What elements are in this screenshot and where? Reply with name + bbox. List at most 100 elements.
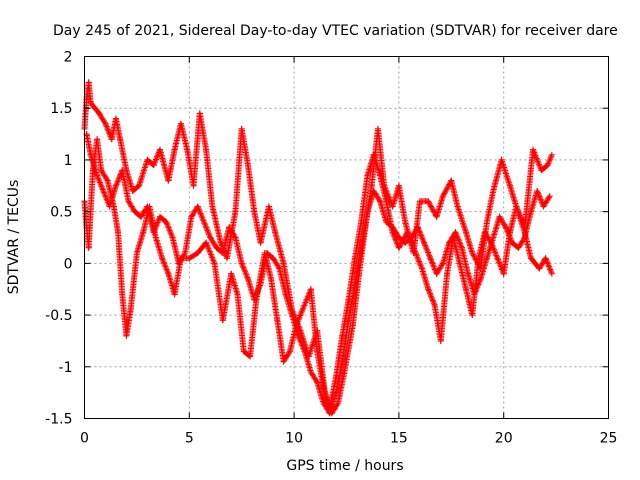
data-point: [527, 208, 534, 215]
data-point: [458, 244, 465, 251]
data-point: [119, 291, 126, 298]
y-tick-label: 1: [64, 153, 73, 169]
data-point: [368, 182, 375, 189]
data-point: [299, 306, 306, 313]
data-point: [87, 151, 94, 158]
data-point: [490, 188, 497, 194]
data-point: [131, 208, 138, 215]
data-point: [469, 312, 476, 319]
data-point: [498, 156, 505, 163]
data-point: [177, 120, 184, 127]
data-point: [544, 162, 551, 169]
data-point: [112, 115, 119, 122]
data-point: [433, 270, 440, 277]
y-tick-label: -1: [59, 360, 73, 376]
data-point: [395, 244, 402, 251]
data-point: [465, 270, 472, 277]
data-point: [100, 188, 107, 194]
chart-title: Day 245 of 2021, Sidereal Day-to-day VTE…: [53, 23, 618, 39]
data-point: [125, 198, 132, 205]
data-point: [234, 291, 241, 298]
data-point: [226, 224, 233, 231]
y-tick-label: -0.5: [45, 308, 72, 324]
data-point: [102, 120, 109, 127]
data-point: [439, 193, 446, 200]
data-point: [374, 125, 381, 132]
data-point: [314, 348, 321, 355]
data-point: [538, 167, 545, 174]
data-point: [515, 244, 522, 251]
data-point: [245, 162, 251, 169]
data-point: [150, 229, 157, 236]
data-point: [502, 224, 509, 231]
x-tick-label: 0: [80, 431, 89, 447]
data-point: [490, 234, 497, 241]
x-tick-label: 20: [495, 431, 513, 447]
data-point: [182, 250, 189, 256]
data-point: [265, 203, 272, 210]
data-point: [542, 255, 549, 262]
y-tick-label: 0.5: [50, 205, 72, 221]
data-point: [238, 260, 245, 267]
data-point: [274, 317, 281, 324]
y-tick-label: 2: [64, 50, 73, 66]
data-point: [203, 146, 210, 153]
data-point: [404, 229, 411, 236]
data-point: [257, 239, 264, 246]
data-point: [201, 219, 207, 225]
axis-ticks: [84, 56, 609, 419]
data-point: [194, 203, 201, 210]
data-point: [295, 332, 302, 339]
x-tick-label: 5: [185, 431, 194, 447]
data-point: [263, 250, 270, 256]
data-point: [314, 379, 321, 386]
data-point: [219, 250, 226, 256]
data-point: [190, 182, 197, 189]
data-point: [437, 337, 444, 344]
data-point: [184, 146, 191, 153]
plot-frame: [84, 56, 609, 419]
data-point: [456, 260, 463, 267]
data-point: [92, 105, 98, 112]
data-point: [469, 250, 476, 256]
data-point: [85, 79, 92, 86]
data-point: [211, 260, 218, 267]
data-point: [483, 219, 490, 225]
data-point: [140, 229, 147, 236]
data-point: [358, 244, 365, 251]
data-point: [349, 322, 356, 329]
data-point: [117, 136, 124, 143]
data-point: [548, 270, 555, 277]
data-point: [475, 255, 482, 262]
data-point: [138, 213, 145, 220]
data-point: [463, 229, 469, 236]
data-point: [257, 281, 264, 287]
data-point: [119, 167, 126, 174]
data-point: [412, 250, 419, 256]
data-point: [416, 198, 423, 205]
data-point: [268, 275, 274, 282]
data-point: [444, 270, 451, 277]
x-tick-label: 25: [600, 431, 618, 447]
data-point: [326, 410, 333, 417]
data-point: [203, 239, 210, 246]
data-point: [433, 213, 440, 220]
data-point: [364, 208, 371, 215]
data-point: [425, 286, 432, 293]
data-point: [320, 384, 327, 391]
axis-tick-labels: 0 5 10 15 20 25 -1.5 -1 -0.5 0 0.5 1 1.5 2: [45, 50, 617, 447]
data-point: [345, 317, 352, 324]
data-point: [351, 255, 358, 262]
data-point: [247, 353, 254, 360]
data-point: [395, 182, 402, 189]
data-point: [530, 146, 536, 153]
data-point: [335, 400, 342, 406]
data-point: [507, 182, 513, 189]
data-point: [414, 224, 421, 231]
data-point: [513, 203, 520, 210]
data-point: [157, 213, 163, 220]
data-point: [98, 167, 105, 174]
data-point: [228, 270, 235, 277]
data-point: [471, 291, 478, 298]
data-point: [123, 332, 130, 339]
